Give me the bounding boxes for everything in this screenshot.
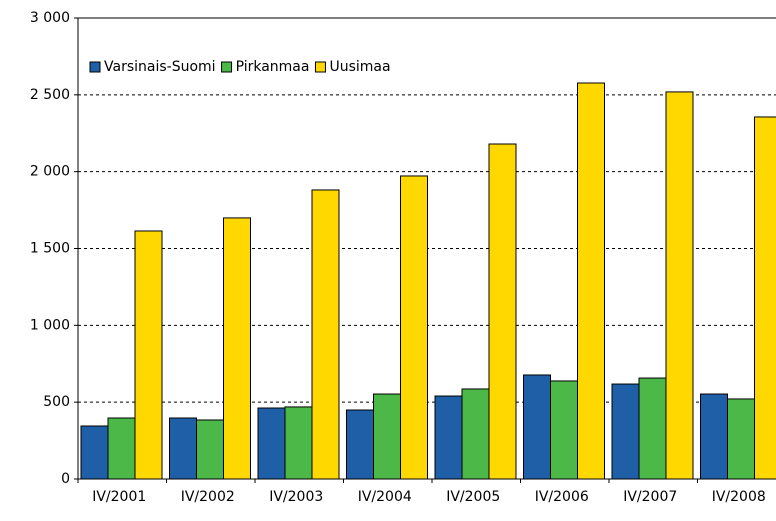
bar	[727, 398, 755, 480]
bar	[488, 143, 517, 480]
legend-swatch	[314, 61, 326, 73]
x-tick-label: IV/2002	[181, 489, 235, 505]
bar	[550, 380, 578, 480]
bar	[134, 230, 163, 480]
bar	[611, 383, 640, 480]
legend-bg	[84, 55, 504, 79]
y-tick-label: 3 000	[30, 10, 70, 26]
x-tick-label: IV/2007	[623, 489, 677, 505]
x-tick-label: IV/2008	[712, 489, 766, 505]
bar	[169, 417, 197, 480]
bar	[461, 388, 490, 480]
x-tick-label: IV/2003	[269, 489, 323, 505]
bar	[434, 395, 463, 480]
bar	[107, 417, 136, 480]
bar	[284, 406, 313, 480]
bar	[638, 377, 667, 480]
bar	[196, 419, 224, 480]
y-tick-label: 1 500	[30, 241, 70, 257]
y-tick-label: 500	[43, 394, 70, 410]
y-tick-label: 2 000	[30, 164, 70, 180]
legend-swatch	[89, 61, 101, 73]
bar	[700, 393, 728, 480]
bar	[373, 393, 401, 480]
x-tick-label: IV/2005	[446, 489, 500, 505]
bar	[400, 175, 428, 480]
bar	[754, 116, 776, 480]
y-tick-label: 0	[61, 471, 70, 487]
bar	[665, 91, 694, 480]
legend-label: Varsinais-Suomi	[104, 59, 216, 75]
bar	[80, 425, 109, 480]
bar	[346, 409, 374, 480]
x-tick-label: IV/2004	[358, 489, 412, 505]
y-tick-label: 1 000	[30, 317, 70, 333]
bar	[311, 189, 340, 480]
y-tick-label: 2 500	[30, 87, 70, 103]
bar	[257, 407, 286, 480]
bar	[523, 374, 551, 480]
legend-label: Uusimaa	[329, 59, 390, 75]
bar	[223, 217, 251, 480]
legend-label: Pirkanmaa	[236, 59, 310, 75]
bar	[577, 82, 605, 480]
legend-swatch	[221, 61, 233, 73]
x-tick-label: IV/2006	[535, 489, 589, 505]
x-tick-label: IV/2001	[92, 489, 146, 505]
